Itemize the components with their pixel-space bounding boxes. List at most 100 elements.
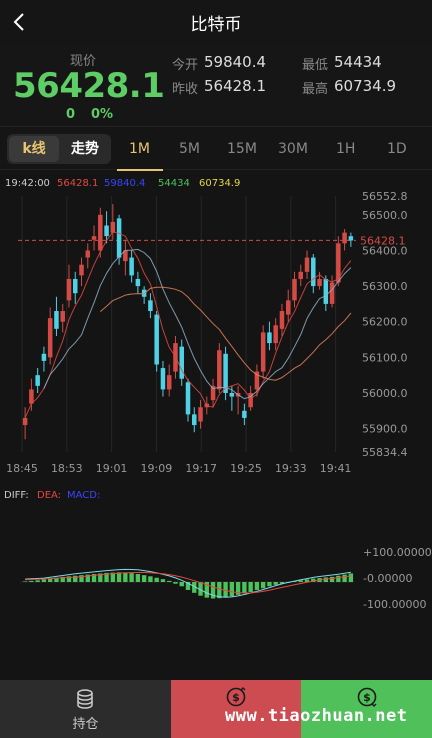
candle-body	[229, 392, 235, 397]
macd-bar	[29, 580, 34, 582]
candle-body	[311, 257, 316, 287]
holdings-button[interactable]: 持仓	[0, 680, 171, 738]
x-tick-label: 18:53	[51, 462, 83, 475]
coins-icon	[77, 689, 93, 709]
macd-bar	[267, 582, 272, 587]
macd-bar	[66, 576, 72, 582]
low-label: 最低	[302, 58, 329, 73]
candle-body	[22, 417, 28, 426]
macd-bar	[336, 575, 341, 582]
svg-text:$: $	[232, 691, 240, 704]
period-15m[interactable]: 15M	[227, 141, 257, 157]
macd-tick-label: +100.00000	[363, 546, 432, 559]
macd-tick-label: -100.00000	[363, 598, 426, 611]
ma-line	[99, 286, 352, 381]
period-1h[interactable]: 1H	[336, 141, 356, 157]
candle-body	[298, 271, 304, 279]
price-change: 0	[66, 107, 76, 122]
tab-trend[interactable]: 走势	[71, 141, 99, 157]
macd-bar	[229, 582, 235, 597]
candle-body	[267, 332, 272, 344]
buy-down-button[interactable]: $	[301, 680, 432, 738]
macd-bar	[73, 575, 78, 582]
macd-bar	[260, 582, 266, 589]
macd-bar	[123, 572, 128, 582]
macd-bar	[141, 575, 147, 582]
candle-body	[242, 410, 247, 418]
candle-body	[336, 243, 341, 283]
macd-bar	[79, 575, 84, 582]
macd-diff-line	[25, 568, 351, 598]
macd-bar	[198, 582, 203, 596]
kline-chart-svg[interactable]: 19:42:00 56428.1 59840.4 54434 60734.9 5…	[0, 170, 432, 680]
candle-body	[248, 392, 253, 408]
candle-body	[72, 278, 78, 294]
macd-bar	[116, 572, 122, 582]
candle-body	[60, 311, 65, 322]
candle-body	[79, 264, 84, 276]
macd-bar	[54, 577, 59, 582]
x-tick-label: 19:17	[185, 462, 217, 475]
prev-close-label: 昨收	[172, 82, 199, 97]
period-1d[interactable]: 1D	[387, 141, 407, 157]
macd-bar	[35, 580, 40, 582]
high-label: 最高	[302, 82, 329, 97]
period-30m[interactable]: 30M	[278, 141, 308, 157]
chevron-left-icon[interactable]	[6, 8, 34, 36]
candle-body	[304, 257, 310, 272]
macd-bar	[104, 572, 109, 582]
legend-v2: 59840.4	[104, 178, 145, 189]
macd-bar	[135, 574, 141, 582]
legend-v3: 54434	[158, 178, 190, 189]
macd-bar	[173, 582, 178, 584]
candle-body	[198, 407, 203, 422]
macd-bar	[148, 576, 153, 582]
macd-bar	[110, 572, 116, 582]
period-1m[interactable]: 1M	[129, 141, 150, 157]
macd-bar	[304, 579, 310, 582]
price-panel: 现价 56428.1 0 0% 今开 59840.4 昨收 56428.1 最低…	[0, 44, 432, 126]
period-5m[interactable]: 5M	[179, 141, 200, 157]
candle-body	[254, 371, 260, 390]
candle-body	[179, 346, 184, 379]
tab-kline[interactable]: k线	[9, 136, 59, 162]
buy-up-button[interactable]: $	[171, 680, 301, 738]
bottom-action-bar: 持仓 $ $	[0, 680, 432, 738]
x-tick-label: 18:45	[6, 462, 38, 475]
chart-mode-toggle: k线 走势	[7, 134, 111, 164]
price-change-pct: 0%	[91, 107, 114, 122]
macd-bar	[235, 582, 241, 595]
watermark-text: www.tiaozhuan.net	[225, 706, 408, 726]
macd-bar	[279, 582, 285, 584]
candle-body	[260, 332, 266, 372]
macd-bar	[323, 577, 329, 582]
holdings-label: 持仓	[72, 717, 99, 732]
candle-body	[47, 318, 53, 358]
macd-tick-label: -0.00000	[363, 572, 412, 585]
macd-bar	[154, 577, 159, 582]
macd-bar	[47, 578, 53, 582]
macd-bar	[22, 581, 28, 582]
x-tick-label: 19:33	[275, 462, 307, 475]
chart-tabs: k线 走势 1M 5M 15M 30M 1H 1D	[0, 126, 432, 171]
top-bar: 比特币	[0, 0, 432, 44]
candle-body	[273, 325, 278, 344]
macd-bar	[217, 582, 222, 599]
macd-bar	[254, 582, 260, 590]
candle-body	[210, 385, 216, 401]
macd-bar	[91, 574, 97, 582]
candle-body	[154, 314, 159, 365]
candle-body	[317, 278, 322, 287]
candle-body	[323, 278, 329, 304]
macd-dea-line	[25, 572, 351, 594]
macd-bar	[179, 582, 184, 587]
kline-chart[interactable]: 19:42:00 56428.1 59840.4 54434 60734.9 5…	[0, 170, 432, 680]
macd-bar	[60, 576, 65, 582]
y-tick-label: 56000.0	[362, 387, 408, 400]
low-value: 54434	[334, 53, 382, 71]
candle-body	[85, 250, 91, 258]
macd-bar	[273, 582, 278, 585]
y-tick-label: 55900.0	[362, 423, 408, 436]
macd-bar	[41, 579, 47, 582]
x-tick-label: 19:09	[141, 462, 173, 475]
